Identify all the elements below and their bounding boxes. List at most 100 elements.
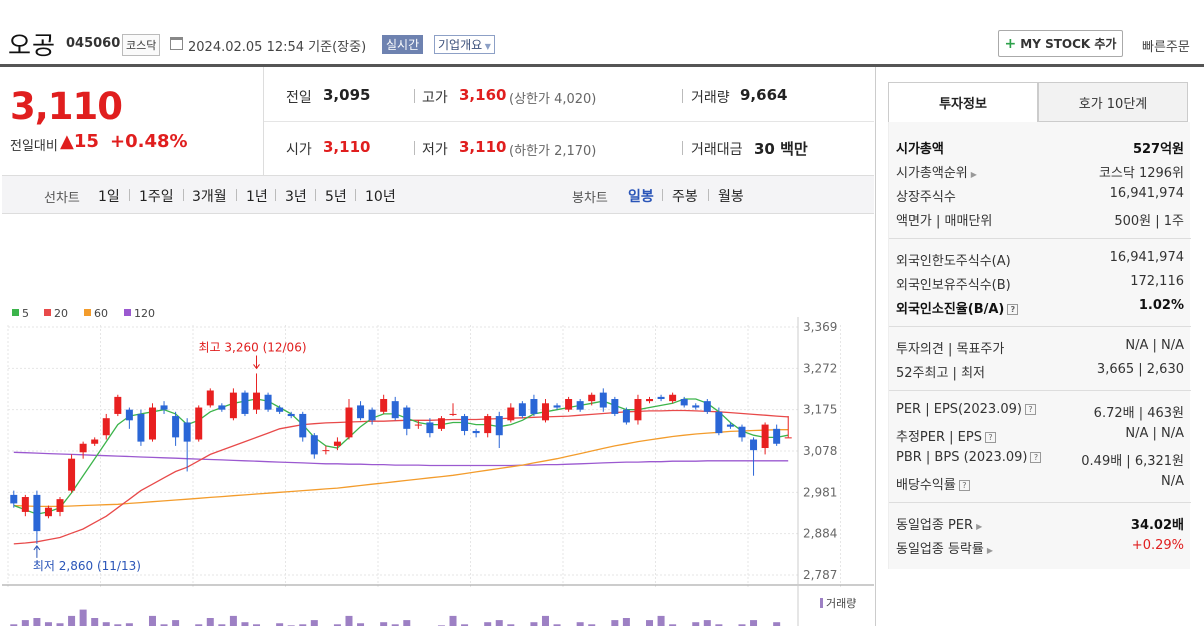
legend-label: 120 [134,307,155,320]
candle-body [160,405,168,410]
candle-body [784,437,792,439]
max-arrow-icon [253,355,260,370]
candle-body [114,396,122,414]
stock-code: 045060 [66,36,121,51]
y-tick-label: 3,369 [803,320,837,334]
foreign-ratio-text: 외국인소진율(B/A) [896,302,1005,317]
candle-weekly[interactable]: 주봉 [672,189,698,205]
volume-bar [484,622,492,630]
candle-body [761,424,769,449]
divider [682,141,683,155]
candle-body [588,394,596,402]
opinion-label: 투자의견 | 목표주가 [896,342,1005,357]
divider [129,189,130,201]
period-1d[interactable]: 1일 [98,189,120,205]
lower-limit: (하한가 2,170) [509,144,597,159]
help-icon[interactable]: ? [958,480,970,491]
volume-bar [646,620,654,630]
quote-panel: 3,110 전일대비 ▲15 +0.48% 전일 3,095 고가 3,160 … [2,67,874,630]
legend-swatch [44,309,51,316]
ma20-line [13,409,789,545]
add-my-stock-button[interactable]: + MY STOCK 추가 [998,30,1123,57]
divider [708,189,709,201]
candle-body [541,403,549,421]
dividend-label-text: 배당수익률 [896,478,956,493]
candle-body [44,507,52,517]
candle-body [750,439,758,451]
quick-order-link[interactable]: 빠른주문 [1142,40,1190,55]
per-label: PER | EPS(2023.09)? [896,402,1036,417]
legend-swatch [84,309,91,316]
rank-value: 코스닥 1296위 [1098,166,1184,181]
period-3y[interactable]: 3년 [285,189,307,205]
upper-limit: (상한가 4,020) [509,92,597,107]
volume-bar [91,618,99,630]
volume-bar [102,622,110,630]
help-icon[interactable]: ? [984,432,996,443]
legend-swatch [12,309,19,316]
info-row: 외국인보유주식수(B) 172,116 [896,274,1184,296]
period-1w[interactable]: 1주일 [139,189,174,205]
help-icon[interactable]: ? [1007,304,1019,315]
per-value: 6.72배 | 463원 [1093,406,1184,421]
change-percent: +0.48% [110,131,188,152]
candle-body [715,411,723,434]
price-chart[interactable]: 3,369 3,272 3,175 3,078 2,981 2,884 2,787 5 20 60… [2,217,874,630]
pbr-label-text: PBR | BPS (2023.09) [896,450,1028,465]
info-row: 시가총액순위 ▶ 코스닥 1296위 [896,162,1184,184]
industry-change-label[interactable]: 동일업종 등락률 ▶ [896,538,993,557]
market-cap-label: 시가총액 [896,142,944,157]
company-overview-dropdown[interactable]: 기업개요 ▼ [434,35,495,54]
volume-bar [148,615,156,630]
y-tick-label: 3,078 [803,444,837,458]
period-3m[interactable]: 3개월 [192,189,227,205]
line-chart-label: 선차트 [44,191,80,206]
help-icon[interactable]: ? [1024,404,1036,415]
volume-legend-swatch [820,598,823,608]
candle-body [276,407,284,412]
est-per-label: 추정PER | EPS? [896,426,996,445]
candle-monthly[interactable]: 월봉 [718,189,744,205]
info-row: 액면가 | 매매단위 500원 | 1주 [896,210,1184,232]
period-5y[interactable]: 5년 [325,189,347,205]
ma5-line [13,398,789,515]
volume-bar [576,622,584,630]
rank-label[interactable]: 시가총액순위 ▶ [896,162,977,181]
info-row: PBR | BPS (2023.09)? 0.49배 | 6,321원 [896,450,1184,472]
candle-body [229,392,237,419]
legend-swatch [124,309,131,316]
divider [183,189,184,201]
candle-body [241,392,249,414]
volume-bar [229,615,237,630]
prev-close-label: 전일 [286,90,312,106]
pbr-value: 0.49배 | 6,321원 [1081,454,1184,469]
period-10y[interactable]: 10년 [365,189,396,205]
info-row: 시가총액 527억원 [896,138,1184,160]
high-value: 3,160 [459,86,507,104]
candle-body [553,405,561,408]
candle-body [461,416,469,431]
low-value: 3,110 [459,138,507,156]
candle-body [91,439,99,444]
max-annotation: 최고 3,260 (12/06) [199,340,307,354]
candle-body [287,413,295,417]
tab-invest-info[interactable]: 투자정보 [888,82,1038,122]
change-label: 전일대비 [10,139,58,154]
y-tick-label: 3,272 [803,361,837,375]
candle-body [403,407,411,429]
volume-bar [403,620,411,630]
candle-body [669,394,677,402]
candle-daily[interactable]: 일봉 [628,189,654,205]
info-row: 추정PER | EPS? N/A | N/A [896,426,1184,448]
help-icon[interactable]: ? [1030,452,1042,463]
panel-divider [875,67,876,626]
divider [236,189,237,201]
calendar-icon [170,37,183,50]
candle-body [253,392,261,410]
period-1y[interactable]: 1년 [246,189,268,205]
candle-body [218,405,226,410]
candle-body [56,499,64,512]
industry-per-label[interactable]: 동일업종 PER ▶ [896,514,982,533]
volume-bar [692,622,700,630]
tab-hoga-10[interactable]: 호가 10단계 [1038,82,1188,122]
